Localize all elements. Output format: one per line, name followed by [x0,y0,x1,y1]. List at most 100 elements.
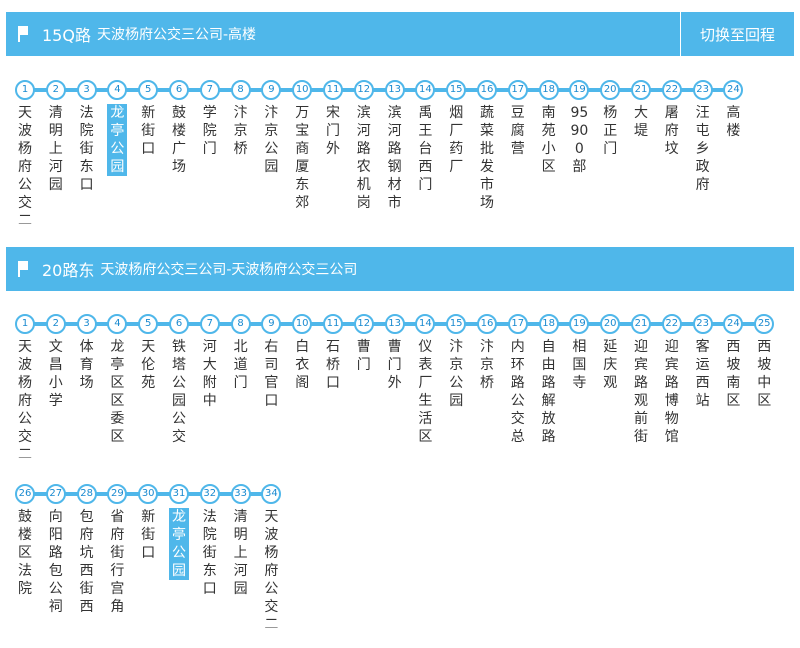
stop-name: 滨河路钢材市 [387,105,402,211]
stop-item[interactable]: 6 铁塔公园公交 [166,314,197,478]
stop-number-badge: 5 [138,80,159,100]
stop-item[interactable]: 16 汴京桥 [474,314,505,478]
stop-number-badge: 19 [569,314,590,334]
stop-item[interactable]: 5 新街口 [135,80,166,244]
stop-number-badge: 10 [292,314,313,334]
stop-item[interactable]: 17 豆腐营 [505,80,536,244]
stop-item[interactable]: 30 新街口 [135,484,166,648]
stop-number-badge: 11 [323,80,343,100]
stop-name: 杨正门 [603,105,618,157]
stop-item[interactable]: 12 曹门 [351,314,382,478]
stop-number-badge: 9 [261,314,282,334]
stop-item[interactable]: 28 包府坑西街西 [74,484,105,648]
stop-item[interactable]: 1 天波杨府公交二 [12,314,43,478]
stop-item[interactable]: 19 相国寺 [566,314,597,478]
stop-number-badge: 30 [138,484,159,504]
stop-item[interactable]: 11 宋门外 [320,80,351,244]
stop-number-badge: 22 [661,80,682,100]
stop-item[interactable]: 6 鼓楼广场 [166,80,197,244]
stop-name: 省府街行宫角 [110,509,125,615]
stop-number-badge: 12 [353,314,374,334]
stop-name: 铁塔公园公交 [172,339,186,445]
stop-item[interactable]: 26 鼓楼区法院 [12,484,43,648]
stop-item[interactable]: 23 客运西站 [690,314,721,478]
stop-number-badge: 16 [477,314,497,334]
stop-item[interactable]: 10 万宝商厦东郊 [289,80,320,244]
stop-number-badge: 18 [538,80,559,100]
stop-item[interactable]: 15 烟厂药厂 [443,80,474,244]
stop-item[interactable]: 13 滨河路钢材市 [382,80,413,244]
stop-item[interactable]: 21 迎宾路观前街 [628,314,659,478]
stop-item[interactable]: 19 95900部 [566,80,597,244]
stop-item[interactable]: 25 西坡中区 [751,314,782,478]
stop-item[interactable]: 16 蔬菜批发市场 [474,80,505,244]
stop-item[interactable]: 23 汪屯乡政府 [690,80,721,244]
stop-number-badge: 7 [199,314,220,334]
stop-number-badge: 33 [230,484,251,504]
stop-name: 汴京桥 [480,339,494,391]
stop-item[interactable]: 7 学院门 [197,80,228,244]
stop-item[interactable]: 9 右司官口 [258,314,289,478]
stop-item[interactable]: 34 天波杨府公交二 [258,484,289,648]
stop-item[interactable]: 2 文昌小学 [43,314,74,478]
stop-number-badge: 24 [723,314,744,334]
stop-name: 鼓楼区法院 [18,509,32,597]
switch-direction-button[interactable]: 切换至回程 [680,12,794,56]
stop-item[interactable]: 20 延庆观 [597,314,628,478]
stop-number-badge: 25 [754,314,775,334]
stop-item[interactable]: 18 南苑小区 [536,80,567,244]
route-header: 20路东 天波杨府公交三公司-天波杨府公交三公司 [6,247,794,291]
stop-item[interactable]: 10 白衣阁 [289,314,320,478]
stop-name: 体育场 [79,339,94,391]
stop-name: 新街口 [141,105,156,157]
stop-number-badge: 8 [230,314,251,334]
stop-item[interactable]: 2 清明上河园 [43,80,74,244]
stop-name: 自由路解放路 [541,339,556,445]
stop-name: 95900部 [570,105,589,175]
stop-item[interactable]: 21 大堤 [628,80,659,244]
stop-number-badge: 17 [507,314,528,334]
stop-item[interactable]: 29 省府街行宫角 [104,484,135,648]
stop-number-badge: 2 [45,314,66,334]
stop-number-badge: 18 [538,314,559,334]
stop-item[interactable]: 24 高楼 [720,80,751,244]
stop-name: 汴京桥 [233,105,248,157]
stop-item[interactable]: 4 龙亭区区委区 [104,314,135,478]
stop-name: 汴京公园 [264,105,279,175]
stop-item[interactable]: 14 仪表厂生活区 [412,314,443,478]
stop-name: 向阳路包公祠 [48,509,63,615]
stop-name: 法院街东口 [202,509,217,597]
stop-name: 滨河路农机岗 [356,105,371,211]
stop-item[interactable]: 8 汴京桥 [228,80,259,244]
stop-item[interactable]: 18 自由路解放路 [536,314,567,478]
stop-name: 客运西站 [695,339,710,409]
stop-item[interactable]: 20 杨正门 [597,80,628,244]
stop-name: 屠府坟 [664,105,679,157]
stop-item[interactable]: 1 天波杨府公交二 [12,80,43,244]
stop-item[interactable]: 9 汴京公园 [258,80,289,244]
stop-item[interactable]: 11 石桥口 [320,314,351,478]
stop-item[interactable]: 33 清明上河园 [228,484,259,648]
stop-number-badge: 20 [600,314,621,334]
stop-item[interactable]: 5 天伦苑 [135,314,166,478]
stop-number-badge: 7 [199,80,220,100]
stop-name: 天波杨府公交二 [18,105,32,224]
stop-item[interactable]: 24 西坡南区 [720,314,751,478]
stop-item[interactable]: 17 内环路公交总 [505,314,536,478]
stop-item[interactable]: 15 汴京公园 [443,314,474,478]
stop-item[interactable]: 22 屠府坟 [659,80,690,244]
stop-item[interactable]: 8 北道门 [228,314,259,478]
stop-item[interactable]: 27 向阳路包公祠 [43,484,74,648]
stop-item[interactable]: 13 曹门外 [382,314,413,478]
stop-item[interactable]: 32 法院街东口 [197,484,228,648]
stop-item[interactable]: 4 龙亭公园 [104,80,135,244]
stop-item[interactable]: 14 禹王台西门 [412,80,443,244]
stop-item[interactable]: 22 迎宾路博物馆 [659,314,690,478]
stop-item[interactable]: 3 体育场 [74,314,105,478]
stop-item[interactable]: 7 河大附中 [197,314,228,478]
stop-item[interactable]: 31 龙亭公园 [166,484,197,648]
flag-icon [18,26,28,42]
route-name: 20路东 [42,261,95,280]
stop-item[interactable]: 3 法院街东口 [74,80,105,244]
stop-item[interactable]: 12 滨河路农机岗 [351,80,382,244]
